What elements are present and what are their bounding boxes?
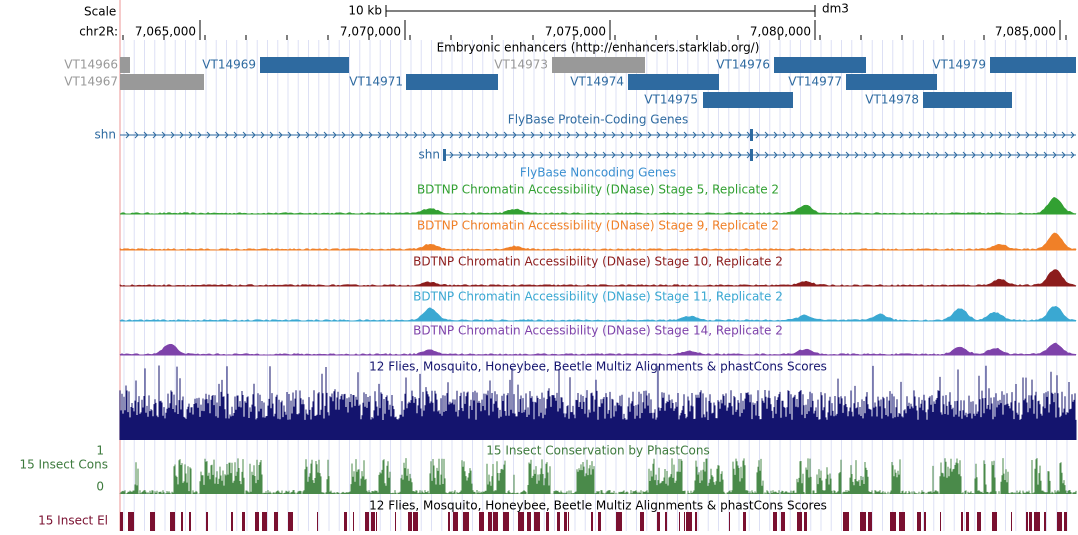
position-label: 7,065,000: [135, 25, 196, 39]
enhancer-label: VT14973: [494, 58, 548, 72]
axis-label: 0: [96, 480, 104, 494]
position-label: 7,070,000: [340, 25, 401, 39]
track-title: 12 Flies, Mosquito, Honeybee, Beetle Mul…: [369, 499, 827, 513]
exon: [443, 149, 446, 161]
scale-bar-label: 10 kb: [348, 4, 382, 18]
gene-label: shn: [419, 148, 440, 162]
enhancer-label: VT14975: [644, 93, 698, 107]
alignment-signal: [119, 365, 1077, 440]
scale-label: Scale: [84, 5, 116, 19]
track-label: 15 Insect El: [38, 514, 108, 528]
gene-strand: [449, 151, 1075, 159]
enhancer-label: VT14976: [716, 58, 770, 72]
enhancer-label: VT14971: [349, 75, 403, 89]
conserved-elements: [120, 512, 1067, 531]
signal: [119, 269, 1077, 287]
track-title: BDTNP Chromatin Accessibility (DNase) St…: [413, 255, 783, 269]
track-title: 12 Flies, Mosquito, Honeybee, Beetle Mul…: [369, 360, 827, 374]
signal: [119, 196, 1077, 215]
exon: [750, 129, 753, 141]
enhancer-label: VT14974: [570, 75, 624, 89]
signal: [119, 342, 1077, 356]
exon: [750, 149, 753, 161]
enhancer-box: [703, 92, 793, 108]
signal: [119, 232, 1077, 251]
enhancer-box: [923, 92, 1012, 108]
track-title: FlyBase Noncoding Genes: [520, 166, 676, 180]
track-title: BDTNP Chromatin Accessibility (DNase) St…: [417, 183, 779, 197]
enhancer-box: [120, 74, 204, 90]
chrom-label: chr2R:: [79, 25, 118, 39]
enhancer-box: [552, 57, 645, 73]
gene-strand: [125, 131, 1075, 139]
track-title: BDTNP Chromatin Accessibility (DNase) St…: [413, 324, 783, 338]
track-title: 15 Insect Conservation by PhastCons: [486, 444, 709, 458]
track-label: 15 Insect Cons: [19, 458, 108, 472]
assembly: dm3: [822, 2, 849, 16]
gene-label: shn: [95, 128, 116, 142]
track-title: FlyBase Protein-Coding Genes: [508, 113, 688, 127]
conservation-signal: [119, 458, 1077, 494]
position-label: 7,080,000: [750, 25, 811, 39]
axis-label: 1: [96, 444, 104, 458]
enhancer-box: [260, 57, 349, 73]
position-label: 7,075,000: [545, 25, 606, 39]
enhancer-box: [628, 74, 719, 90]
enhancer-label: VT14966: [64, 58, 118, 72]
track-title: Embryonic enhancers (http://enhancers.st…: [437, 41, 760, 55]
enhancer-label: VT14967: [64, 75, 118, 89]
track-title: BDTNP Chromatin Accessibility (DNase) St…: [417, 219, 779, 233]
enhancer-box: [990, 57, 1076, 73]
enhancer-label: VT14969: [202, 58, 256, 72]
enhancer-box: [846, 74, 937, 90]
enhancer-label: VT14977: [788, 75, 842, 89]
enhancer-box: [120, 57, 130, 73]
position-label: 7,085,000: [995, 25, 1056, 39]
enhancer-box: [406, 74, 498, 90]
enhancer-box: [774, 57, 866, 73]
enhancer-label: VT14979: [932, 58, 986, 72]
track-title: BDTNP Chromatin Accessibility (DNase) St…: [413, 290, 783, 304]
signal: [119, 306, 1077, 322]
enhancer-label: VT14978: [865, 93, 919, 107]
